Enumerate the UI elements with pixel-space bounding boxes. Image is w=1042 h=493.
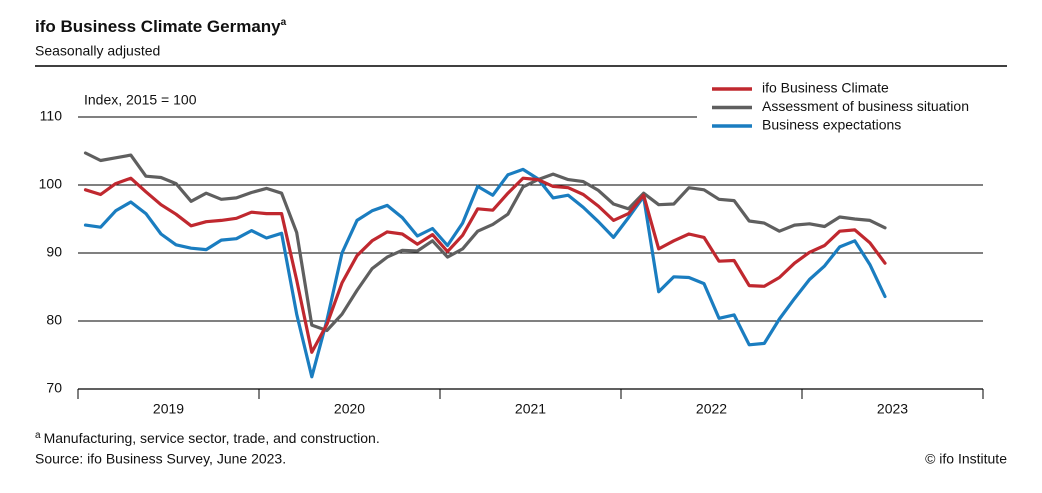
source: Source: ifo Business Survey, June 2023. xyxy=(35,451,286,467)
legend-label: Assessment of business situation xyxy=(762,98,969,114)
y-tick-label: 110 xyxy=(40,108,63,124)
x-tick-label: 2021 xyxy=(515,401,546,417)
footnote-marker: a xyxy=(35,430,41,441)
series-line xyxy=(83,151,887,333)
y-tick-label: 100 xyxy=(39,176,63,192)
chart-subtitle: Seasonally adjusted xyxy=(35,43,160,59)
series-line xyxy=(83,167,887,379)
x-tick-label: 2022 xyxy=(696,401,727,417)
title-note: a xyxy=(281,17,287,28)
legend-label: ifo Business Climate xyxy=(762,80,889,96)
footnote-text: Manufacturing, service sector, trade, an… xyxy=(44,430,380,446)
title-text: ifo Business Climate Germany xyxy=(35,17,281,36)
footnote: a Manufacturing, service sector, trade, a… xyxy=(35,430,380,446)
x-tick-label: 2023 xyxy=(877,401,908,417)
series-line xyxy=(83,176,887,354)
x-tick-label: 2020 xyxy=(334,401,365,417)
y-tick-label: 80 xyxy=(46,312,62,328)
credit: © ifo Institute xyxy=(925,451,1007,467)
y-tick-label: 70 xyxy=(46,380,62,396)
y-tick-label: 90 xyxy=(46,244,62,260)
y-axis-label: Index, 2015 = 100 xyxy=(84,92,197,108)
x-tick-label: 2019 xyxy=(153,401,184,417)
chart-title: ifo Business Climate Germanya xyxy=(35,17,287,37)
legend-label: Business expectations xyxy=(762,117,901,133)
